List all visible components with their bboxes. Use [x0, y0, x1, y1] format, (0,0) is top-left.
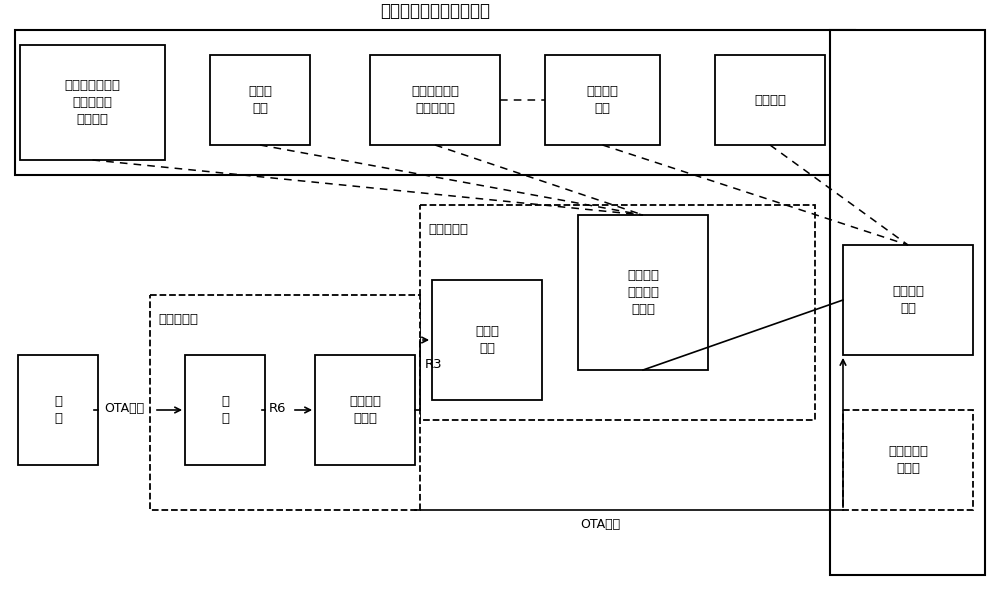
Text: 接入业务网: 接入业务网 — [158, 313, 198, 326]
Text: 初始化引导
服务器: 初始化引导 服务器 — [888, 445, 928, 475]
Text: 签约用户
管理: 签约用户 管理 — [586, 85, 618, 115]
Text: 软件管理: 软件管理 — [754, 94, 786, 107]
Text: 连接业务网: 连接业务网 — [428, 223, 468, 236]
Bar — [432, 280, 542, 400]
Text: 签约用户数据库
证书数据库
终端能力: 签约用户数据库 证书数据库 终端能力 — [64, 79, 120, 126]
Bar — [20, 45, 165, 160]
Text: 鉴权、授
权、计费
服务器: 鉴权、授 权、计费 服务器 — [627, 269, 659, 316]
Text: OTA配置: OTA配置 — [580, 519, 620, 532]
Bar — [578, 215, 708, 370]
Bar — [715, 55, 825, 145]
Text: R3: R3 — [425, 359, 443, 372]
Text: OTA配置: OTA配置 — [104, 401, 144, 414]
Bar — [185, 355, 265, 465]
Bar — [210, 55, 310, 145]
Bar — [830, 30, 985, 575]
Text: R6: R6 — [268, 401, 286, 414]
Text: 基
站: 基 站 — [221, 395, 229, 425]
Text: 业务提供商后台办公系统: 业务提供商后台办公系统 — [380, 2, 490, 20]
Bar — [370, 55, 500, 145]
Bar — [18, 355, 98, 465]
Bar — [545, 55, 660, 145]
Bar — [420, 205, 815, 420]
Text: 终
端: 终 端 — [54, 395, 62, 425]
Bar — [15, 30, 855, 175]
Bar — [315, 355, 415, 465]
Text: 签约用户门户
网站服务器: 签约用户门户 网站服务器 — [411, 85, 459, 115]
Bar — [843, 410, 973, 510]
Text: 接入业务
网网关: 接入业务 网网关 — [349, 395, 381, 425]
Text: 策略服
务器: 策略服 务器 — [248, 85, 272, 115]
Text: 终端管理
设备: 终端管理 设备 — [892, 285, 924, 315]
Bar — [843, 245, 973, 355]
Bar — [150, 295, 420, 510]
Text: 域名服
务器: 域名服 务器 — [475, 325, 499, 355]
